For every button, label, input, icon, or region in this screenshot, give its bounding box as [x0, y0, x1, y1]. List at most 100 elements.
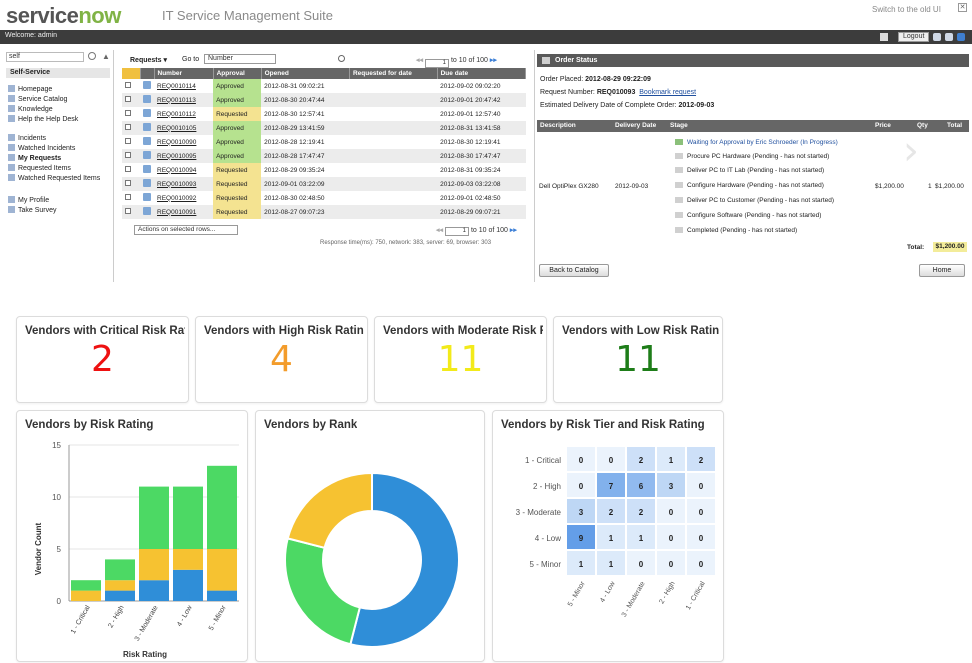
nav-item-service-catalog[interactable]: Service Catalog [8, 95, 67, 103]
bar-segment[interactable] [207, 549, 237, 591]
kpi-card-low[interactable]: Vendors with Low Risk Rating 11 [553, 316, 723, 403]
bar-segment[interactable] [71, 580, 101, 591]
bar-segment[interactable] [139, 549, 169, 581]
bar-segment[interactable] [139, 580, 169, 601]
nav-section-self-service[interactable]: Self-Service [6, 68, 110, 78]
heatmap-cell[interactable] [687, 447, 715, 471]
lock-icon[interactable] [933, 33, 941, 41]
column-header-opened[interactable]: Opened [261, 68, 350, 79]
print-icon[interactable] [945, 33, 953, 41]
bar-segment[interactable] [173, 549, 203, 570]
record-info-icon[interactable] [140, 135, 154, 149]
settings-icon[interactable] [880, 33, 888, 41]
request-number-link[interactable]: REQ0010105 [154, 121, 214, 135]
record-info-icon[interactable] [140, 121, 154, 135]
record-info-icon[interactable] [140, 107, 154, 121]
actions-select[interactable]: Actions on selected rows... [134, 225, 238, 235]
row-checkbox[interactable] [122, 177, 140, 191]
row-checkbox[interactable] [122, 121, 140, 135]
nav-item-incidents[interactable]: Incidents [8, 134, 46, 142]
bar-segment[interactable] [139, 486, 169, 549]
nav-item-requested-items[interactable]: Requested Items [8, 164, 71, 172]
nav-item-my-requests[interactable]: My Requests [8, 154, 61, 162]
column-header-due-date[interactable]: Due date [437, 68, 527, 79]
heatmap-cell[interactable] [627, 447, 655, 471]
request-number-link[interactable]: REQ0010112 [157, 110, 196, 118]
donut-slice[interactable] [284, 537, 362, 646]
bar-segment[interactable] [207, 465, 237, 549]
row-checkbox[interactable] [122, 135, 140, 149]
request-number-link[interactable]: REQ0010095 [154, 149, 214, 163]
heatmap-cell[interactable] [597, 499, 625, 523]
nav-item-watched-requested-items[interactable]: Watched Requested Items [8, 174, 100, 182]
page-input[interactable]: 1 [444, 227, 469, 236]
filter-column-header[interactable] [122, 68, 141, 79]
heatmap-cell[interactable] [687, 551, 715, 575]
donut-slice[interactable] [286, 471, 373, 550]
bar-segment[interactable] [173, 486, 203, 549]
record-info-icon[interactable] [140, 149, 154, 163]
request-number-link[interactable]: REQ0010093 [154, 177, 214, 191]
heatmap-cell[interactable] [657, 447, 685, 471]
request-number-link[interactable]: REQ0010091 [154, 205, 214, 219]
request-number-link[interactable]: REQ0010090 [157, 138, 197, 146]
heatmap-cell[interactable] [687, 473, 715, 497]
heatmap-cell[interactable] [567, 551, 595, 575]
bar-segment[interactable] [105, 580, 135, 591]
bar-segment[interactable] [173, 569, 203, 601]
heatmap-cell[interactable] [687, 499, 715, 523]
row-checkbox[interactable] [122, 79, 140, 93]
row-checkbox[interactable] [122, 163, 140, 177]
table-row[interactable]: REQ0010094 Requested 2012-08-29 09:35:24 20… [122, 163, 526, 177]
bar-segment[interactable] [71, 590, 101, 601]
first-page-icon[interactable]: ◂◂ [436, 227, 444, 234]
column-header-requested-for-date[interactable]: Requested for date [349, 68, 438, 79]
table-row[interactable]: REQ0010091 Requested 2012-08-27 09:07:23 20… [122, 205, 526, 219]
nav-item-take-survey[interactable]: Take Survey [8, 206, 57, 214]
clear-filter-icon[interactable] [88, 52, 96, 60]
table-row[interactable]: REQ0010093 Requested 2012-09-01 03:22:09 20… [122, 177, 526, 191]
heatmap-cell[interactable] [627, 525, 655, 549]
heatmap-cell[interactable] [597, 447, 625, 471]
request-number-link[interactable]: REQ0010113 [154, 93, 214, 107]
column-header-number[interactable]: Number [154, 68, 214, 79]
bar-segment[interactable] [207, 590, 237, 601]
heatmap-cell[interactable] [597, 525, 625, 549]
heatmap-cell[interactable] [657, 473, 685, 497]
row-checkbox[interactable] [122, 107, 140, 121]
kpi-card-moderate[interactable]: Vendors with Moderate Risk Rati 11 [374, 316, 547, 403]
heatmap-cell[interactable] [627, 499, 655, 523]
request-number-link[interactable]: REQ0010094 [157, 166, 197, 174]
back-to-catalog-button[interactable]: Back to Catalog [539, 264, 609, 277]
record-info-icon[interactable] [140, 93, 154, 107]
heatmap-cell[interactable] [567, 473, 595, 497]
record-info-icon[interactable] [140, 79, 154, 93]
record-info-icon[interactable] [140, 205, 154, 219]
chevron-right-icon[interactable]: › [903, 128, 919, 174]
table-row[interactable]: REQ0010114 Approved 2012-08-31 09:02:21 201… [122, 79, 526, 93]
switch-ui-link[interactable]: Switch to the old UI [872, 5, 941, 14]
table-row[interactable]: REQ0010092 Requested 2012-08-30 02:48:50 20… [122, 191, 526, 205]
record-info-icon[interactable] [140, 177, 154, 191]
donut-slice[interactable] [349, 471, 460, 648]
heatmap-cell[interactable] [657, 499, 685, 523]
help-icon[interactable] [957, 33, 965, 41]
record-info-icon[interactable] [140, 191, 154, 205]
heatmap-cell[interactable] [567, 525, 595, 549]
heatmap-cell[interactable] [567, 499, 595, 523]
navigator-filter-input[interactable]: self [6, 52, 84, 62]
collapse-icon[interactable]: ▲ [102, 52, 110, 61]
home-button[interactable]: Home [919, 264, 965, 277]
heatmap-cell[interactable] [597, 551, 625, 575]
heatmap-cell[interactable] [597, 473, 625, 497]
row-checkbox[interactable] [122, 205, 140, 219]
first-page-icon[interactable]: ◂◂ [416, 57, 424, 64]
table-row[interactable]: REQ0010113 Approved 2012-08-30 20:47:44 201… [122, 93, 526, 107]
nav-item-watched-incidents[interactable]: Watched Incidents [8, 144, 75, 152]
next-page-icon[interactable]: ▸▸ [509, 227, 517, 234]
page-input[interactable]: 1 [424, 59, 449, 68]
table-row[interactable]: REQ0010090 Approved 2012-08-28 12:19:41 201… [122, 135, 526, 149]
request-number-link[interactable]: REQ0010114 [157, 82, 196, 90]
heatmap-cell[interactable] [657, 525, 685, 549]
heatmap-cell[interactable] [567, 447, 595, 471]
